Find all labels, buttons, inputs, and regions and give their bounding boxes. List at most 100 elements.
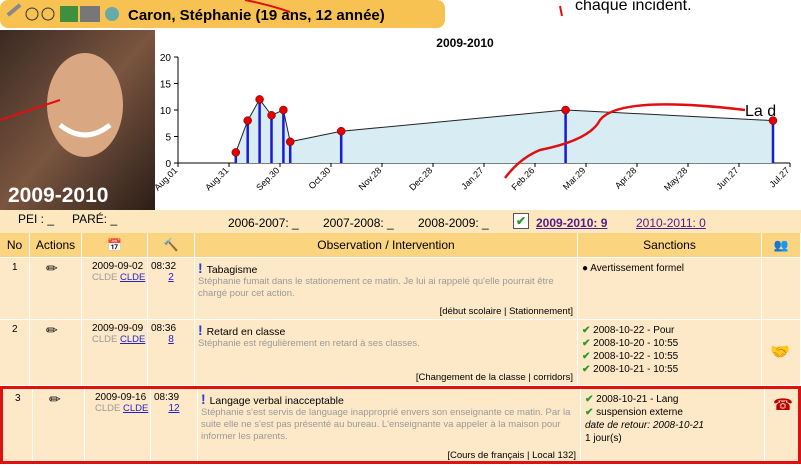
point <box>255 95 264 104</box>
cell: ! Retard en classe Stéphanie est régulièr… <box>195 320 578 385</box>
point <box>279 105 288 115</box>
staff: CLDE CLDE <box>82 334 147 346</box>
col-header: Observation / Intervention <box>195 233 578 257</box>
sanction: ● Avertissement formel <box>578 258 761 275</box>
y-tick-label: 10 <box>160 106 172 117</box>
table-header: No Actions 📅 🔨 Observation / Interventio… <box>0 233 801 258</box>
year-bar: PEI : _ PARÉ: _ 2006-2007: _ 2007-2008: … <box>0 210 801 233</box>
incident-table: No Actions 📅 🔨 Observation / Interventio… <box>0 233 801 468</box>
area <box>235 99 774 163</box>
photo-smile <box>58 122 112 138</box>
cell: ✔ 2008-10-21 - Lang ✔ suspension externe d… <box>581 389 765 461</box>
x-tick-label: Dec.28 <box>407 165 434 192</box>
alert-icon: ! <box>198 322 207 338</box>
y-tick-label: 20 <box>160 53 172 64</box>
count[interactable]: 12 <box>168 403 180 414</box>
header-bar <box>0 0 445 28</box>
staff-link[interactable]: CLDE <box>119 272 146 283</box>
alert-icon: ! <box>198 260 207 276</box>
x-tick-label: Nov.28 <box>357 165 384 192</box>
table-row: 3 ✏ 2009-09-16 CLDE CLDE 08:39 12! Langage ve… <box>0 386 801 464</box>
pei: PEI : _ <box>18 212 55 226</box>
sanction-icon: ✔ <box>582 364 594 375</box>
table-row: 2 ✏ 2009-09-09 CLDE CLDE 08:36 8! Retard en c… <box>0 320 801 386</box>
sanction: ✔ suspension externe <box>581 406 764 419</box>
sanction-text: 2008-10-21 - 10:55 <box>593 364 679 375</box>
x-tick-label: Jun.27 <box>714 165 740 191</box>
sanction-icon: ✔ <box>582 325 594 336</box>
sanction-icon: ✔ <box>582 338 594 349</box>
cell: 08:32 2 <box>148 258 195 319</box>
cell: ! Langage verbal inacceptable Stéphanie s… <box>198 389 581 461</box>
cell: 2009-09-02 CLDE CLDE <box>82 258 148 319</box>
cell: 3 <box>3 389 33 461</box>
time: 08:32 <box>151 261 177 272</box>
year[interactable]: 2008-2009: _ <box>418 216 489 230</box>
incident-title: ! Retard en classe <box>195 320 577 338</box>
year-link[interactable]: 2010-2011: 0 <box>636 216 706 230</box>
sanction: ✔ 2008-10-21 - Lang <box>581 389 764 406</box>
cell: 2009-09-09 CLDE CLDE <box>82 320 148 385</box>
cell: 2009-09-16 CLDE CLDE <box>85 389 151 461</box>
sanction-icon: ✔ <box>585 394 597 405</box>
incident-title-text: Retard en classe <box>206 326 286 338</box>
cell: ✏ <box>33 389 85 461</box>
staff: CLDE CLDE <box>85 403 150 415</box>
year[interactable]: 2007-2008: _ <box>323 216 394 230</box>
year[interactable]: 2006-2007: _ <box>228 216 299 230</box>
cell: ! Tabagisme Stéphanie fumait dans le stat… <box>195 258 578 319</box>
chart-title: 2009-2010 <box>436 36 494 50</box>
sanction: ✔ 2008-10-22 - Pour <box>578 320 761 337</box>
photo-caption: 2009-2010 <box>8 184 108 207</box>
cell: 08:36 8 <box>148 320 195 385</box>
point <box>285 137 295 147</box>
sanction: 1 jour(s) <box>581 432 764 445</box>
staff-link[interactable]: CLDE <box>119 334 146 345</box>
edit-icon[interactable]: ✏ <box>49 391 61 407</box>
sanction: ✔ 2008-10-22 - 10:55 <box>578 350 761 363</box>
checkbox[interactable]: ✔ <box>513 213 529 229</box>
cell <box>762 258 801 319</box>
date: 2009-09-16 <box>95 392 147 403</box>
point <box>231 148 241 157</box>
x-tick-label: Jan.27 <box>459 165 485 191</box>
col-header-icon: 🔨 <box>148 233 195 257</box>
staff-link[interactable]: CLDE <box>122 403 149 414</box>
y-tick-label: 5 <box>165 133 171 144</box>
point <box>336 126 346 136</box>
description: Stéphanie s'est servis de language inapp… <box>201 407 571 442</box>
y-tick-label: 0 <box>165 159 171 170</box>
col-header: No <box>0 233 30 257</box>
edit-icon[interactable]: ✏ <box>46 260 58 276</box>
sanction-text: suspension externe <box>596 407 683 418</box>
sanction-text: 2008-10-22 - 10:55 <box>593 351 679 362</box>
col-header-icon: 📅 <box>82 233 148 257</box>
annotation: chaque incident. <box>575 0 692 14</box>
red-arrow <box>244 0 291 13</box>
count[interactable]: 2 <box>168 272 174 283</box>
description: Stéphanie fumait dans le stationement ce… <box>198 276 554 299</box>
staff: CLDE CLDE <box>82 272 147 284</box>
count[interactable]: 8 <box>168 334 174 345</box>
sanction-text: 2008-10-20 - 10:55 <box>593 338 679 349</box>
point <box>267 111 276 120</box>
col-header-icon: 👥 <box>762 233 801 257</box>
cell: 08:39 12 <box>151 389 198 461</box>
time: 08:39 <box>154 392 180 403</box>
student-name[interactable]: Caron, Stéphanie (19 ans, 12 année) <box>128 7 385 24</box>
cell: ✏ <box>30 258 82 319</box>
point <box>243 116 252 125</box>
year-link[interactable]: 2009-2010: 9 <box>536 216 608 230</box>
sanction-text: 2008-10-21 - Lang <box>596 394 679 405</box>
cell: 2 <box>0 320 30 385</box>
sanction-text: Avertissement formel <box>590 263 685 274</box>
time: 08:36 <box>151 323 177 334</box>
header-icons <box>6 3 119 22</box>
col-header: Sanctions <box>578 233 762 257</box>
y-tick-label: 15 <box>160 80 172 91</box>
edit-icon[interactable]: ✏ <box>46 322 58 338</box>
description: Stéphanie est régulièrement en retard à … <box>198 338 420 349</box>
sanction-text: 1 jour(s) <box>585 433 622 444</box>
sanction-icon: ✔ <box>582 351 594 362</box>
